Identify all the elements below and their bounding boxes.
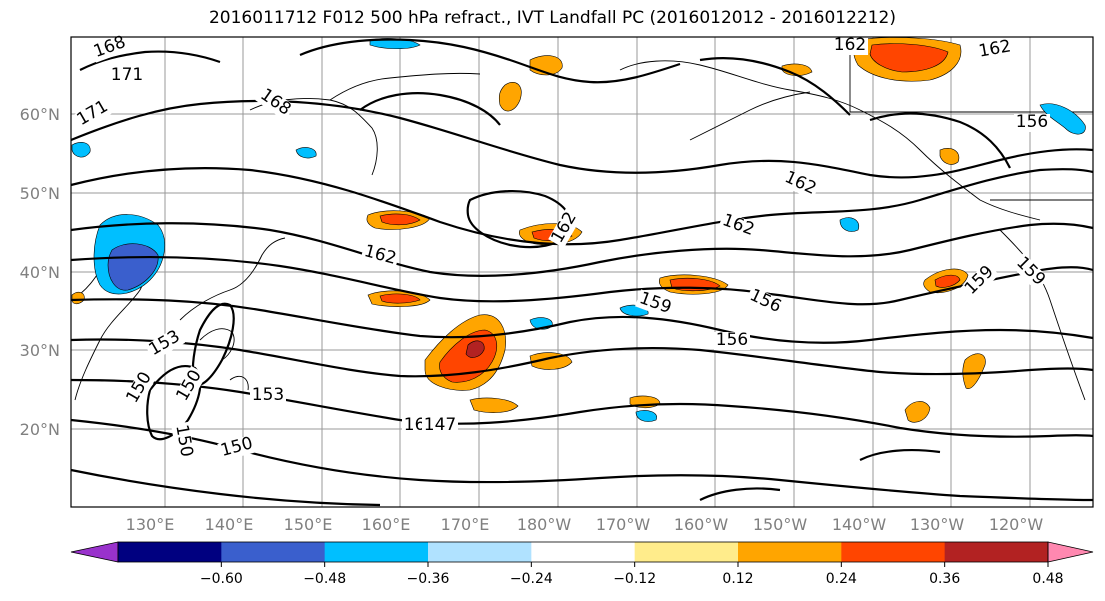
lon-label: 170°E <box>441 515 490 534</box>
shade-pos-9 <box>498 81 522 112</box>
colorbar: −0.60 −0.48 −0.36 −0.24 −0.12 0.12 0.24 0.36 0.4… <box>70 541 1094 587</box>
colorbar-min-arrow <box>70 541 119 563</box>
contour-label-bg <box>1010 252 1050 292</box>
shade-neg-small-3 <box>295 147 317 159</box>
colorbar-tick-label: −0.60 <box>200 571 243 587</box>
colorbar-tick-label: 0.48 <box>1032 571 1063 587</box>
lon-label: 130°W <box>910 515 965 534</box>
colorbar-segment <box>841 542 946 562</box>
contour-label: 153 <box>252 385 284 405</box>
shade-neg-japan-inner <box>107 243 159 291</box>
contour-label-bg <box>250 387 286 405</box>
shaded-anomalies <box>71 37 1086 423</box>
colorbar-segment <box>118 542 222 562</box>
contour-label-bg <box>832 37 868 55</box>
colorbar-max-arrow <box>1047 541 1094 563</box>
shade-pos-5-inner <box>379 293 421 304</box>
contour-label-bg <box>548 207 582 249</box>
colorbar-tick-label: 0.36 <box>929 571 960 587</box>
shade-pos-6-inner <box>869 43 949 73</box>
colorbar-segment <box>428 542 532 562</box>
lon-label: 160°E <box>362 515 411 534</box>
map-title: 2016011712 F012 500 hPa refract., IVT La… <box>208 8 896 28</box>
contour-label-bg <box>255 85 295 121</box>
latitude-labels: 60°N 50°N 40°N 30°N 20°N <box>20 105 60 439</box>
contour-label-bg <box>173 365 207 407</box>
contour-label-bg <box>144 327 186 361</box>
contour-label-bg <box>779 168 821 200</box>
colorbar-segment <box>221 542 326 562</box>
contour-label-bg <box>90 33 130 63</box>
lon-label: 130°E <box>126 515 175 534</box>
shade-neg-small-1 <box>71 142 91 158</box>
colorbar-tick-label: −0.24 <box>510 571 553 587</box>
lon-label: 150°E <box>284 515 333 534</box>
contour-label-bg <box>109 67 145 85</box>
colorbar-segment <box>634 542 739 562</box>
shade-neg-small-8 <box>635 410 657 422</box>
contour-label-bg <box>217 434 257 462</box>
contour-label-bg <box>714 332 750 350</box>
longitude-labels: 130°E 140°E 150°E 160°E 170°E 180°W 170°W 160°W… <box>126 515 1044 534</box>
shade-pos-2-inner <box>379 213 421 226</box>
colorbar-segment <box>324 542 429 562</box>
contour-label-bg <box>422 417 458 435</box>
colorbar-segment <box>944 542 1049 562</box>
contour-label: 156 <box>1016 112 1048 132</box>
shade-pos-1-core <box>465 340 485 358</box>
shade-pos-17 <box>939 148 960 165</box>
map-frame <box>70 36 1094 508</box>
contour-label-bg <box>171 421 195 461</box>
contour-label: 162 <box>834 35 866 55</box>
contour-label-bg <box>960 261 1000 301</box>
colorbar-tick-label: 0.12 <box>722 571 753 587</box>
contour-label: 156 <box>716 330 748 350</box>
colorbar-frame <box>117 541 1049 563</box>
contour-label-bg <box>718 211 758 241</box>
colorbar-tick-label: −0.36 <box>407 571 450 587</box>
colorbar-segment <box>531 542 636 562</box>
shade-pos-11 <box>469 397 519 413</box>
colorbar-segment <box>738 542 842 562</box>
lon-label: 120°W <box>989 515 1044 534</box>
lon-label: 170°W <box>596 515 651 534</box>
colorbar-tick-label: 0.24 <box>826 571 857 587</box>
lat-label: 30°N <box>20 341 60 360</box>
lat-label: 60°N <box>20 105 60 124</box>
shade-neg-small-6 <box>1039 103 1086 135</box>
contour-label-bg <box>123 367 157 409</box>
contour-label-bg <box>360 242 400 270</box>
lon-label: 180°W <box>517 515 572 534</box>
lat-label: 40°N <box>20 263 60 282</box>
lon-label: 150°W <box>753 515 808 534</box>
shade-pos-12 <box>904 401 931 423</box>
colorbar-tick-label: −0.12 <box>613 571 656 587</box>
contour-label-bg <box>975 38 1015 62</box>
lon-label: 140°W <box>832 515 887 534</box>
shade-neg-small-7 <box>839 217 860 232</box>
lat-label: 50°N <box>20 184 60 203</box>
contour-label: 147 <box>424 415 456 435</box>
contour-label-bg <box>1014 114 1050 132</box>
lat-label: 20°N <box>20 420 60 439</box>
lon-label: 140°E <box>205 515 254 534</box>
contour-label-bg <box>72 97 114 131</box>
contour-label-bg <box>744 286 786 318</box>
contour-label-bg <box>635 289 675 319</box>
colorbar-tick-label: −0.48 <box>303 571 346 587</box>
lon-label: 160°W <box>674 515 729 534</box>
shade-pos-7-inner <box>934 274 961 288</box>
contour-label: 171 <box>111 65 143 85</box>
